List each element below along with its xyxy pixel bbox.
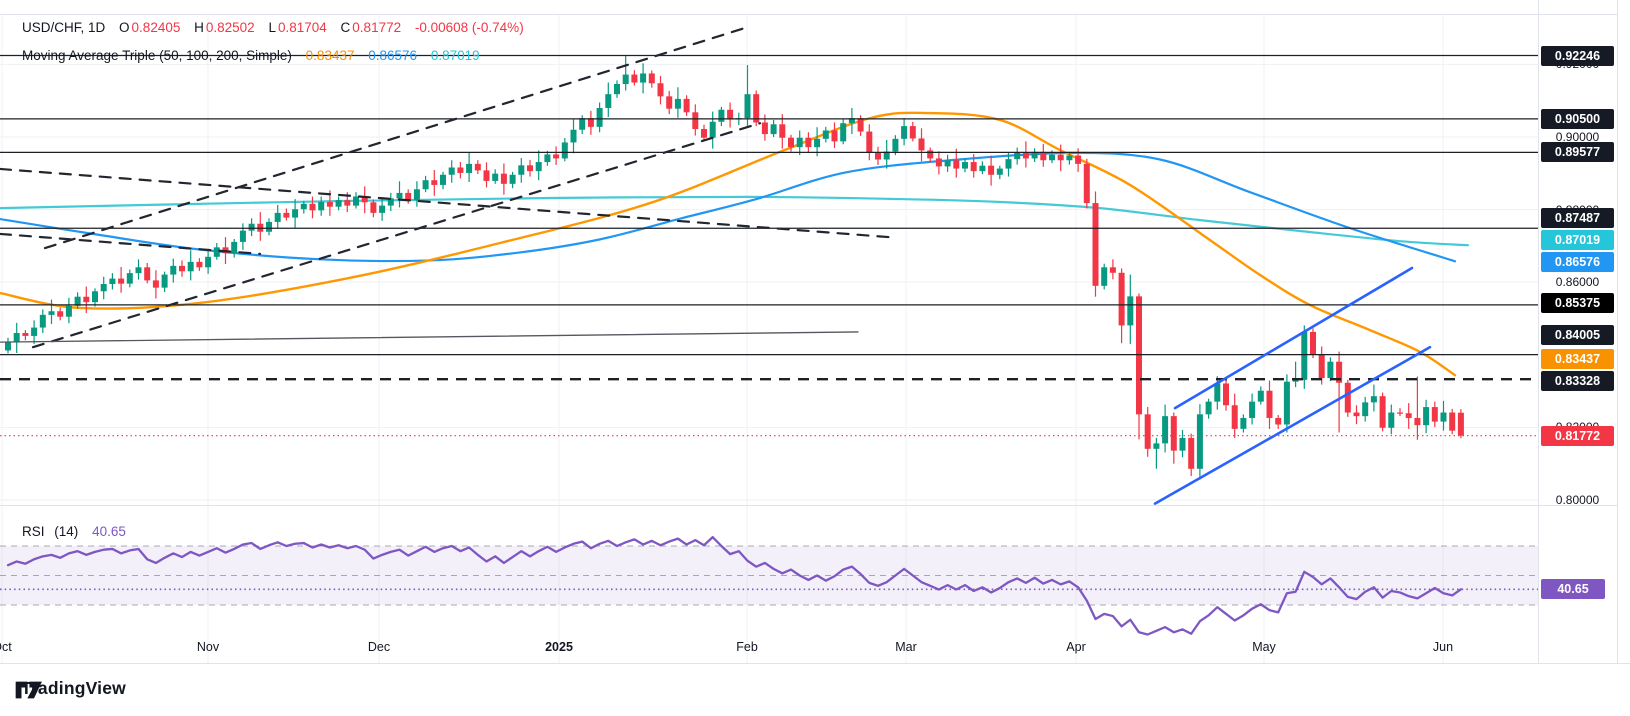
time-label-Dec: Dec (367, 640, 391, 654)
candles (5, 55, 1464, 480)
price-badge-0.85375: 0.85375 (1541, 293, 1614, 313)
tradingview-logo-text: TradingView (21, 678, 126, 698)
price-badge-0.89577: 0.89577 (1541, 142, 1614, 162)
trendline-wedge-lower (31, 122, 762, 349)
price-badge-0.83328: 0.83328 (1541, 371, 1614, 391)
current-price-badge: 0.81772 (1541, 426, 1614, 446)
price-scale-label: 0.90000 (1555, 130, 1600, 144)
ma100-value: 0.86576 (368, 48, 418, 63)
time-axis-border (0, 663, 1630, 664)
price-scale-label: 0.80000 (1555, 493, 1600, 507)
trendline-channel-lower (1153, 345, 1432, 505)
trendline-desc-short (0, 232, 262, 255)
ma-indicator-title: Moving Average Triple (50, 100, 200, Sim… (22, 48, 292, 63)
trendline-wedge-upper (43, 25, 750, 250)
ohlc-low-label: L (268, 20, 276, 35)
chart-right-border (1617, 0, 1618, 663)
ma50-value: 0.83437 (305, 48, 355, 63)
ma-badge-0.86576: 0.86576 (1541, 252, 1614, 272)
time-label-May: May (1252, 640, 1276, 654)
rsi-legend-row[interactable]: RSI (14) 40.65 (22, 524, 126, 539)
time-label-Nov: Nov (196, 640, 220, 654)
ma-badge-0.83437: 0.83437 (1541, 349, 1614, 369)
tradingview-logo[interactable]: TradingView (14, 678, 126, 699)
ohlc-high-value: 0.82502 (205, 20, 255, 35)
ma-50-line (0, 111, 1457, 377)
time-label-Apr: Apr (1066, 640, 1086, 654)
ma200-value: 0.87019 (430, 48, 480, 63)
ma-100-line (0, 151, 1457, 263)
trendline-channel-upper (1173, 266, 1414, 410)
rsi-value-badge: 40.65 (1541, 579, 1605, 600)
rsi-title: RSI (22, 524, 45, 539)
pane-separator[interactable] (0, 505, 1618, 506)
time-label-Oct: Oct (0, 640, 12, 654)
price-scale-label: 0.86000 (1555, 275, 1600, 290)
time-label-Mar: Mar (895, 640, 917, 654)
time-label-Jun: Jun (1432, 640, 1454, 654)
rsi-band (0, 546, 1538, 605)
ma-badge-0.87019: 0.87019 (1541, 230, 1614, 250)
price-badge-0.92246: 0.92246 (1541, 46, 1614, 66)
trendline-gray-line (0, 331, 859, 343)
ohlc-open-label: O (119, 20, 130, 35)
price-axis-border[interactable] (1538, 0, 1539, 663)
ohlc-close-label: C (340, 20, 351, 35)
trendline-desc-long (0, 167, 892, 239)
rsi-value: 40.65 (92, 524, 126, 539)
change-value: -0.00608 (-0.74%) (414, 20, 524, 35)
ohlc-low-value: 0.81704 (277, 20, 327, 35)
symbol-title: USD/CHF, 1D (22, 20, 106, 35)
ohlc-close-value: 0.81772 (352, 20, 402, 35)
rsi-params: (14) (54, 524, 79, 539)
pane-top-border (0, 14, 1618, 15)
tradingview-logo-icon (15, 681, 42, 699)
ohlc-open-value: 0.82405 (131, 20, 181, 35)
symbol-legend-row[interactable]: USD/CHF, 1D O 0.82405 H 0.82502 L 0.81704 C… (22, 20, 524, 35)
time-label-2025: 2025 (545, 640, 573, 654)
time-label-Feb: Feb (736, 640, 758, 654)
ma-legend-row[interactable]: Moving Average Triple (50, 100, 200, Sim… (22, 48, 480, 63)
ohlc-high-label: H (194, 20, 204, 35)
price-badge-0.87487: 0.87487 (1541, 208, 1614, 228)
ma-200-line (0, 195, 1470, 247)
price-badge-0.84005: 0.84005 (1541, 325, 1614, 345)
price-badge-0.90500: 0.90500 (1541, 109, 1614, 129)
rsi-line (6, 536, 1463, 636)
